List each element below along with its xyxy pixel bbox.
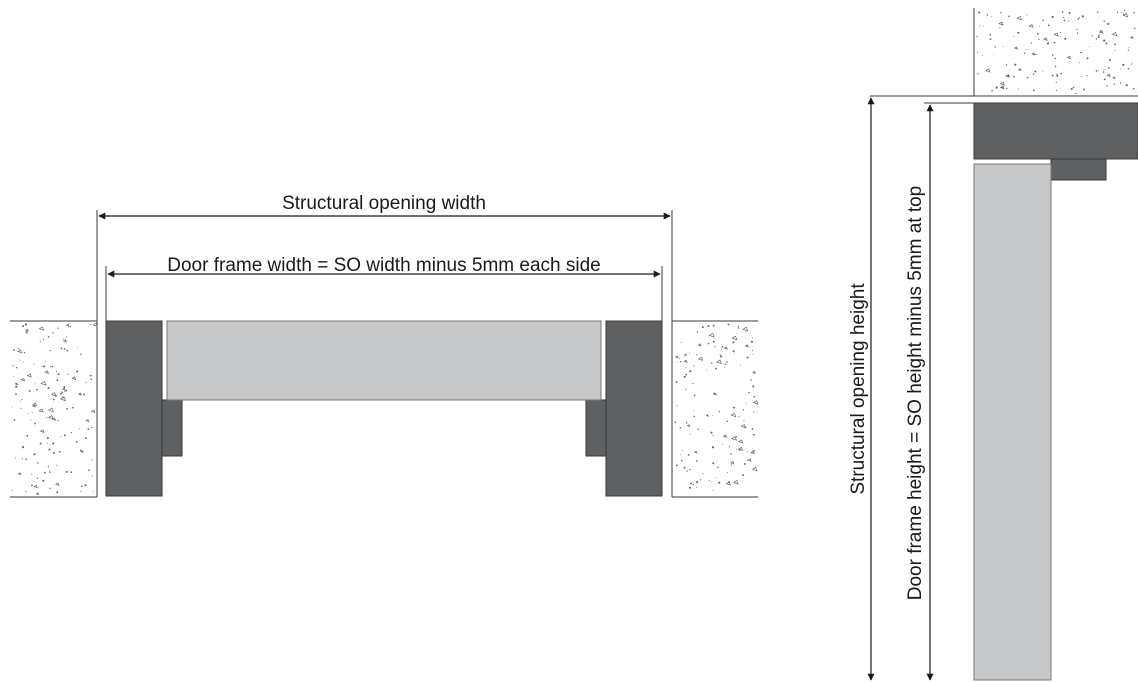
door-frame-width-dimension: Door frame width = SO width minus 5mm ea… bbox=[105, 255, 663, 321]
door-leaf-section bbox=[973, 163, 1052, 681]
right-wall-speckle bbox=[674, 323, 759, 491]
left-stop-bead bbox=[161, 399, 183, 457]
right-frame-jamb bbox=[605, 320, 663, 497]
head-stop-bead bbox=[1050, 158, 1107, 181]
door-leaf-plan bbox=[166, 320, 602, 401]
structural-opening-width-label: Structural opening width bbox=[282, 193, 486, 214]
structural-opening-width-dimension: Structural opening width bbox=[96, 193, 673, 321]
lintel-section bbox=[870, 8, 1138, 97]
right-wall-section bbox=[671, 320, 759, 498]
door-frame-height-label: Door frame height = SO height minus 5mm … bbox=[905, 186, 926, 601]
right-stop-bead bbox=[585, 399, 607, 457]
frame-head bbox=[973, 102, 1138, 160]
lintel-speckle bbox=[976, 9, 1136, 94]
door-frame-width-label: Door frame width = SO width minus 5mm ea… bbox=[167, 255, 600, 276]
structural-opening-height-dimension: Structural opening height bbox=[848, 97, 875, 681]
door-frame-height-dimension: Door frame height = SO height minus 5mm … bbox=[905, 102, 974, 681]
section-view: Structural opening height Door frame hei… bbox=[848, 8, 1138, 681]
structural-opening-height-label: Structural opening height bbox=[848, 283, 869, 495]
plan-view: Structural opening width Door frame widt… bbox=[10, 193, 759, 498]
left-wall-speckle bbox=[11, 322, 98, 496]
left-frame-jamb bbox=[105, 320, 163, 497]
left-wall-section bbox=[10, 320, 98, 498]
